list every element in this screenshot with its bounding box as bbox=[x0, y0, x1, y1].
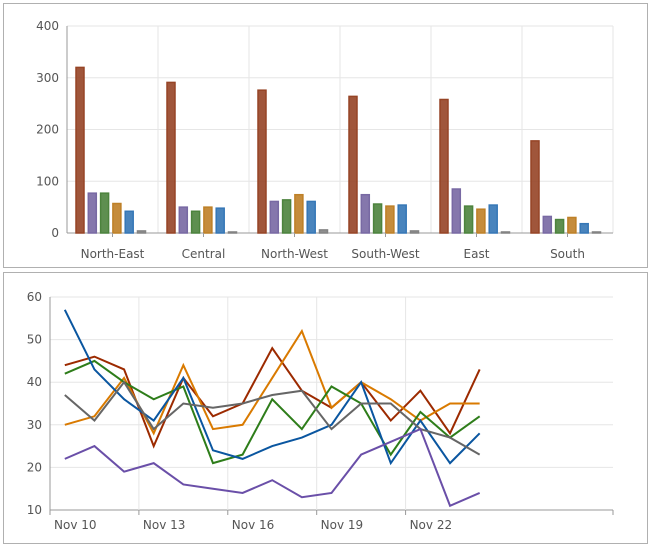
bar bbox=[112, 202, 122, 234]
series-line bbox=[64, 427, 481, 508]
bar bbox=[281, 199, 292, 234]
bar bbox=[124, 210, 134, 234]
bar bbox=[360, 193, 371, 234]
bar-chart: 0 100 200 300 400 North-East Central North-West… bbox=[36, 19, 614, 261]
x-tick-label: Nov 13 bbox=[143, 518, 186, 532]
x-tick-label: Nov 10 bbox=[54, 518, 97, 532]
bar bbox=[136, 230, 147, 234]
y-tick-label: 300 bbox=[36, 71, 59, 85]
x-tick-label: South bbox=[550, 247, 585, 261]
y-tick-label: 50 bbox=[27, 333, 42, 347]
y-tick-label: 0 bbox=[51, 226, 59, 240]
y-tick-label: 60 bbox=[27, 290, 42, 304]
bar bbox=[215, 207, 225, 234]
series-line bbox=[63, 309, 481, 466]
bar bbox=[269, 200, 280, 234]
bar bbox=[75, 66, 85, 234]
bar bbox=[463, 205, 474, 234]
bar bbox=[554, 218, 565, 234]
series-line bbox=[64, 380, 481, 456]
y-tick-label: 30 bbox=[27, 418, 42, 432]
x-tick-label: Nov 19 bbox=[321, 518, 364, 532]
x-tick-label: Central bbox=[182, 247, 226, 261]
bar bbox=[227, 231, 238, 234]
y-tick-label: 20 bbox=[27, 460, 42, 474]
bar bbox=[567, 216, 577, 234]
x-tick-label: North-West bbox=[261, 247, 328, 261]
x-tick-label: East bbox=[464, 247, 490, 261]
bar bbox=[439, 98, 449, 234]
bar bbox=[451, 188, 462, 234]
x-tick-label: Nov 22 bbox=[410, 518, 453, 532]
y-tick-label: 10 bbox=[27, 503, 42, 517]
bar bbox=[476, 208, 486, 234]
bar bbox=[348, 95, 358, 234]
bar bbox=[318, 229, 329, 234]
bar bbox=[372, 203, 383, 234]
bar bbox=[500, 231, 511, 234]
y-tick-label: 40 bbox=[27, 375, 42, 389]
bar bbox=[87, 192, 98, 234]
bar bbox=[409, 230, 420, 234]
bar bbox=[166, 81, 176, 234]
bar bbox=[397, 204, 407, 234]
bar bbox=[178, 206, 189, 234]
series-line bbox=[64, 359, 481, 465]
bar bbox=[306, 200, 316, 234]
x-tick-label: South-West bbox=[351, 247, 420, 261]
y-tick-label: 100 bbox=[36, 174, 59, 188]
bar-chart-panel: 0 100 200 300 400 North-East Central North-West… bbox=[3, 3, 648, 268]
bar bbox=[99, 192, 110, 234]
bar bbox=[530, 140, 540, 234]
bar bbox=[203, 206, 213, 234]
bar bbox=[190, 210, 201, 234]
bar bbox=[294, 193, 304, 234]
x-tick-label: North-East bbox=[81, 247, 145, 261]
line-chart-panel: 10 20 30 40 50 60 Nov 10 Nov 13 Nov 16 Nov 19 Nov … bbox=[3, 272, 648, 544]
bar bbox=[591, 231, 602, 234]
bar bbox=[542, 215, 553, 234]
bar bbox=[257, 89, 267, 234]
bar bbox=[579, 222, 589, 234]
line-chart: 10 20 30 40 50 60 Nov 10 Nov 13 Nov 16 Nov 19 Nov … bbox=[27, 290, 614, 532]
y-tick-label: 400 bbox=[36, 19, 59, 33]
bar bbox=[385, 205, 395, 234]
bar bbox=[488, 204, 498, 234]
y-tick-label: 200 bbox=[36, 123, 59, 137]
x-tick-label: Nov 16 bbox=[232, 518, 275, 532]
